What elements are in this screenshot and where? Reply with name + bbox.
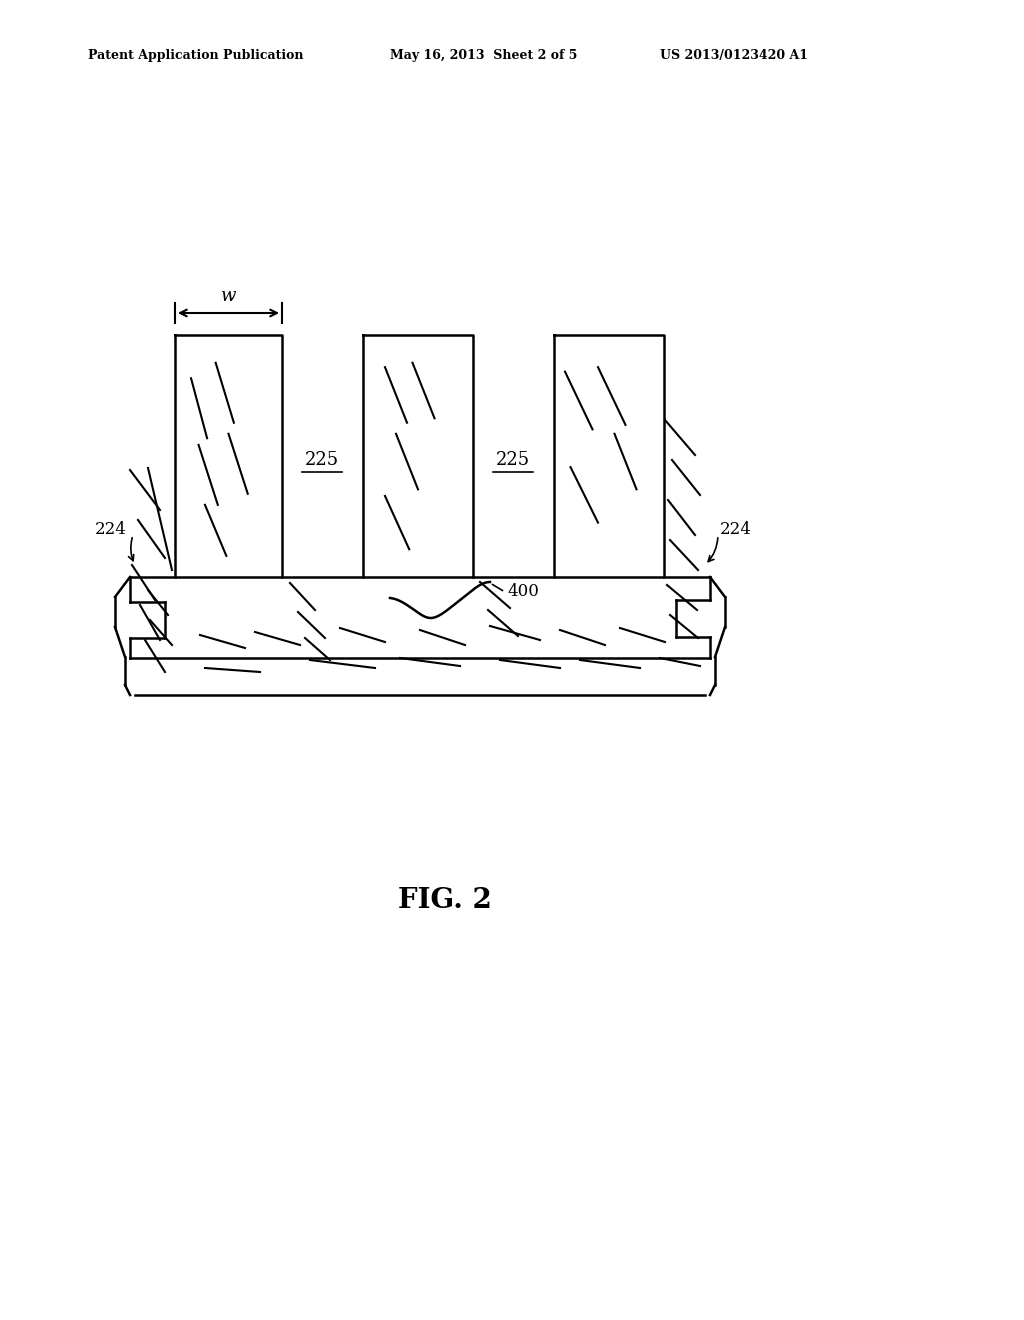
- Text: May 16, 2013  Sheet 2 of 5: May 16, 2013 Sheet 2 of 5: [390, 49, 578, 62]
- Text: 400: 400: [507, 583, 539, 601]
- Text: 225: 225: [305, 451, 339, 469]
- Text: Patent Application Publication: Patent Application Publication: [88, 49, 303, 62]
- Text: 224: 224: [720, 521, 752, 539]
- Text: 224: 224: [95, 521, 127, 539]
- Text: w: w: [221, 286, 237, 305]
- Text: FIG. 2: FIG. 2: [398, 887, 492, 913]
- Text: 225: 225: [496, 451, 530, 469]
- Text: US 2013/0123420 A1: US 2013/0123420 A1: [660, 49, 808, 62]
